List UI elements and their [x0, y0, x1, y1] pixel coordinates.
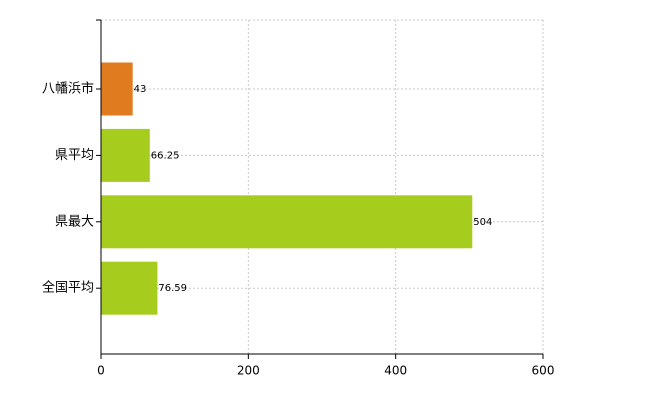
y-tick-label: 県最大	[55, 214, 94, 229]
x-tick-label: 600	[532, 364, 555, 378]
y-tick-label: 県平均	[55, 148, 94, 163]
y-tick-label: 八幡浜市	[42, 81, 94, 97]
x-tick-label: 400	[384, 364, 407, 378]
bar	[101, 195, 473, 249]
x-tick-label: 0	[97, 364, 105, 378]
bar	[101, 128, 150, 182]
x-tick-label: 200	[237, 364, 260, 378]
bar	[101, 261, 158, 315]
value-label: 504	[473, 217, 492, 228]
y-tick-label: 全国平均	[42, 280, 94, 296]
value-label: 66.25	[151, 150, 180, 161]
value-label: 43	[134, 84, 147, 95]
bar	[101, 62, 133, 116]
value-label: 76.59	[158, 283, 187, 294]
